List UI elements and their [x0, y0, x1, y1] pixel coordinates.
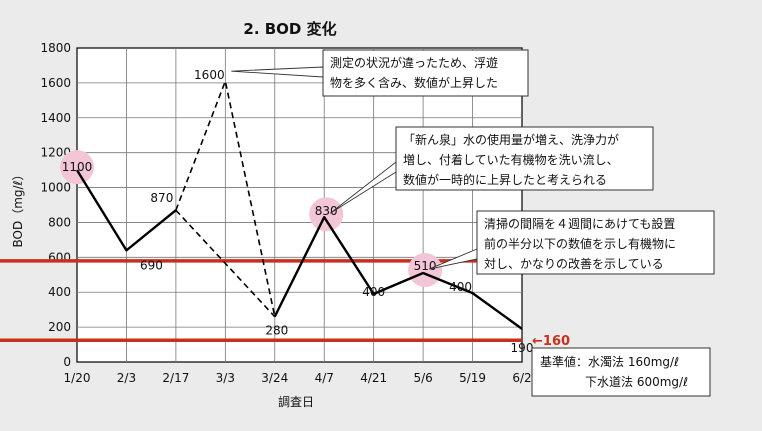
x-tick-label: 4/7 [315, 371, 334, 385]
highlight-marker [309, 197, 344, 232]
data-label: 1100 [62, 160, 93, 174]
data-label: 400 [449, 280, 472, 294]
data-label: 280 [265, 324, 288, 338]
y-tick-label: 1000 [40, 181, 71, 195]
x-tick-label: 5/6 [413, 371, 432, 385]
data-labels: 1100 690 870 1600 280 830 400 510 400 190 [62, 68, 534, 355]
data-label: 190 [511, 341, 534, 355]
x-tick-label: 3/3 [216, 371, 235, 385]
y-tick-label: 1800 [40, 41, 71, 55]
x-tick-label: 1/20 [64, 371, 91, 385]
data-label: 510 [414, 259, 437, 273]
series-line-solid [75, 169, 177, 252]
x-tick-label: 2/17 [162, 371, 189, 385]
y-tick-label: 0 [63, 355, 71, 369]
data-label: 400 [362, 285, 385, 299]
annotation-text: 清掃の間隔を４週間にあけても設置 [484, 216, 675, 231]
series-lines [75, 78, 523, 330]
x-tick-label: 5/19 [459, 371, 486, 385]
data-label: 1600 [194, 68, 225, 82]
annotation-text: 増し、付着していた有機物を洗い流し、 [403, 152, 619, 167]
annotation-box [322, 49, 529, 97]
y-tick-label: 1400 [40, 111, 71, 125]
y-tick-label: 200 [48, 320, 71, 334]
series-line-solid [273, 216, 523, 330]
annotation-text: 数値が一時的に上昇したと考えられる [403, 172, 607, 187]
x-axis-label: 調査日 [278, 395, 314, 409]
y-axis-label: BOD（mg/ℓ） [11, 168, 25, 247]
highlight-marker [60, 150, 94, 185]
annotation-text: 測定の状況が違ったため、浮遊 [330, 55, 498, 70]
annotations: 測定の状況が違ったため、浮遊物を多く含み、数値が上昇した「新ん泉」水の使用量が増… [231, 49, 715, 275]
annotation-text: 前の半分以下の数値を示し有機物に [484, 236, 676, 251]
legend-entry: 基準値：水濁法 160mg/ℓ [540, 354, 679, 369]
legend-box: 基準値：水濁法 160mg/ℓ 下水道法 600mg/ℓ [531, 347, 711, 397]
x-tick-label: 4/21 [360, 371, 387, 385]
plot-area [76, 47, 523, 363]
annotation-box [476, 210, 715, 275]
x-tick-label: 2/3 [117, 371, 136, 385]
annotation-box [395, 126, 654, 191]
data-label: 690 [140, 258, 163, 272]
annotation-text: 「新ん泉」水の使用量が増え、洗浄力が [403, 132, 619, 147]
data-label: 870 [150, 191, 173, 205]
x-axis-ticks: 1/20 2/3 2/17 3/3 3/24 4/7 4/21 5/6 5/19 6/2 [64, 371, 532, 385]
x-tick-label: 3/24 [261, 371, 288, 385]
y-tick-label: 800 [48, 215, 71, 229]
x-tick-label: 6/2 [512, 371, 531, 385]
annotation-text: 物を多く含み、数値が上昇した [330, 75, 498, 90]
chart-title: 2. BOD 変化 [243, 20, 336, 38]
legend-frame [531, 347, 711, 397]
plot-frame [76, 47, 523, 363]
legend-entry: 下水道法 600mg/ℓ [585, 375, 688, 389]
y-tick-label: 1200 [40, 146, 71, 160]
data-label: 830 [315, 204, 338, 218]
y-tick-label: 400 [48, 285, 71, 299]
y-tick-label: 1600 [40, 76, 71, 90]
annotation-text: 対し、かなりの改善を示している [484, 256, 664, 271]
series-line-dashed [175, 209, 276, 318]
reference-line-label: ←160 [532, 334, 570, 349]
